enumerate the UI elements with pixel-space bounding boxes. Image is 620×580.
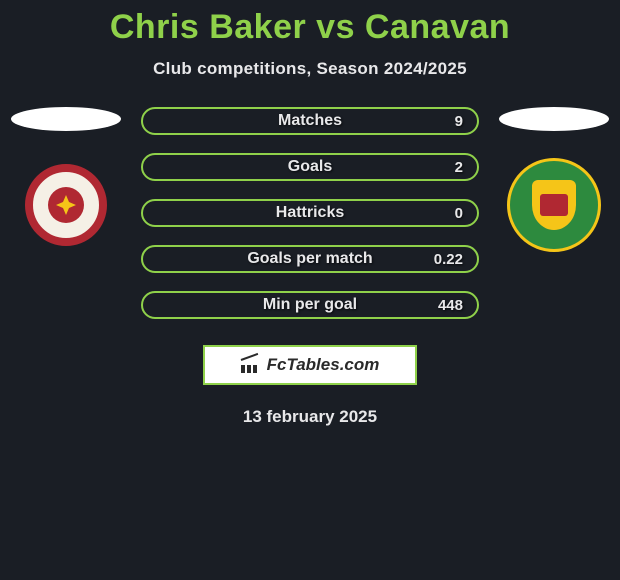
stat-row-hattricks: Hattricks 0 [141,199,479,227]
dragon-icon [540,194,568,216]
stat-label: Goals per match [247,250,372,268]
stat-value-right: 9 [455,113,463,130]
stat-value-right: 448 [438,297,463,314]
shield-icon [532,180,576,230]
club-badge-left [18,157,114,253]
stat-label: Goals [288,158,332,176]
right-column [499,107,609,253]
stat-label: Hattricks [276,204,344,222]
stat-value-right: 0 [455,205,463,222]
badge-ring-icon [25,164,107,246]
comparison-card: Chris Baker vs Canavan Club competitions… [0,0,620,427]
chart-icon [241,357,261,373]
page-title: Chris Baker vs Canavan [0,8,620,47]
main-content: Matches 9 Goals 2 Hattricks 0 Goals per … [0,107,620,319]
stat-row-goals: Goals 2 [141,153,479,181]
player-silhouette-left [11,107,121,131]
stats-list: Matches 9 Goals 2 Hattricks 0 Goals per … [141,107,479,319]
left-column [11,107,121,253]
brand-badge: FcTables.com [203,345,417,385]
page-subtitle: Club competitions, Season 2024/2025 [0,59,620,79]
brand-text: FcTables.com [267,355,380,375]
stat-label: Min per goal [263,296,357,314]
player-silhouette-right [499,107,609,131]
archer-icon [56,195,76,215]
stat-label: Matches [278,112,342,130]
badge-bg-icon [507,158,601,252]
date-text: 13 february 2025 [0,407,620,427]
stat-row-min-per-goal: Min per goal 448 [141,291,479,319]
stat-value-right: 0.22 [434,251,463,268]
club-badge-right [506,157,602,253]
stat-row-matches: Matches 9 [141,107,479,135]
badge-center-icon [48,187,84,223]
stat-row-goals-per-match: Goals per match 0.22 [141,245,479,273]
stat-value-right: 2 [455,159,463,176]
